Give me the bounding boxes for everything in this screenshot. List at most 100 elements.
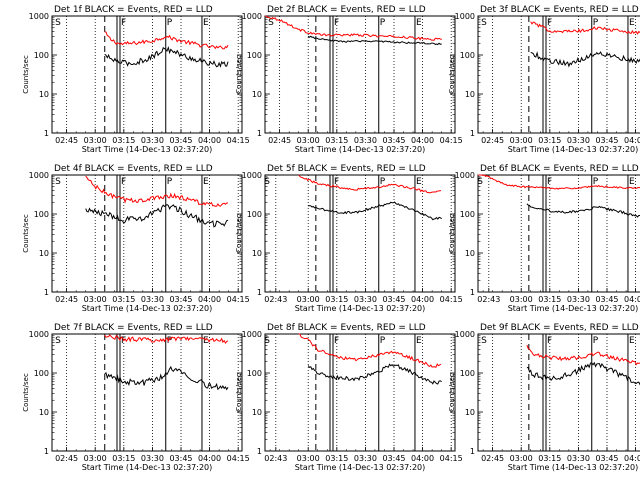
y-tick-label: 100 <box>247 51 262 60</box>
lld-rate-line <box>526 344 640 366</box>
x-tick-label: 04:00 <box>198 454 221 463</box>
x-tick-label: 03:30 <box>141 454 164 463</box>
marker-label: F <box>121 18 126 28</box>
event-rate-line <box>526 203 640 218</box>
x-tick-label: 04:15 <box>227 136 250 145</box>
chart-panel: Det 1f BLACK = Events, RED = LLD 02:45 03:… <box>22 5 250 154</box>
marker-label: E <box>416 18 422 28</box>
chart-title: Det 5f BLACK = Events, RED = LLD <box>267 164 426 174</box>
y-tick-label: 1000 <box>29 330 49 339</box>
x-tick-label: 04:00 <box>624 295 640 304</box>
marker-label: S <box>268 18 274 28</box>
x-axis-label: Start Time (14-Dec-13 02:37:20) <box>508 463 639 472</box>
y-axis-label: Counts/sec <box>235 214 243 253</box>
marker-label: P <box>593 18 599 28</box>
y-tick-label: 1 <box>44 447 49 456</box>
x-tick-label: 02:45 <box>481 454 504 463</box>
x-tick-label: 02:45 <box>55 295 78 304</box>
plot-frame <box>51 333 243 452</box>
y-tick-label: 10 <box>252 90 262 99</box>
marker-label: S <box>481 336 487 346</box>
y-tick-label: 1 <box>470 129 475 138</box>
y-tick-label: 10 <box>39 408 49 417</box>
chart-panel: Det 4f BLACK = Events, RED = LLD 02:45 03:… <box>22 164 250 313</box>
x-tick-label: 03:45 <box>595 454 618 463</box>
marker-label: F <box>121 177 126 187</box>
x-tick-label: 02:45 <box>481 136 504 145</box>
y-tick-label: 10 <box>252 249 262 258</box>
y-tick-label: 1000 <box>455 12 475 21</box>
y-tick-label: 100 <box>34 210 49 219</box>
x-tick-label: 04:00 <box>198 136 221 145</box>
y-tick-label: 1000 <box>455 330 475 339</box>
x-tick-label: 03:30 <box>354 295 377 304</box>
x-tick-label: 04:15 <box>440 295 463 304</box>
x-tick-label: 04:00 <box>198 295 221 304</box>
y-axis-label: Counts/sec <box>22 373 30 412</box>
x-tick-label: 03:00 <box>84 295 107 304</box>
x-tick-label: 03:45 <box>595 295 618 304</box>
x-tick-label: 03:30 <box>354 454 377 463</box>
marker-label: S <box>55 336 61 346</box>
marker-label: F <box>547 336 552 346</box>
lld-rate-line <box>264 15 442 41</box>
y-tick-label: 100 <box>247 369 262 378</box>
y-tick-label: 10 <box>465 408 475 417</box>
lld-rate-line <box>104 334 229 345</box>
plot-frame <box>264 174 456 293</box>
plot-frame <box>477 15 640 134</box>
y-tick-label: 100 <box>460 51 475 60</box>
x-tick-label: 03:30 <box>567 136 590 145</box>
chart-panel: Det 2f BLACK = Events, RED = LLD 02:45 03:… <box>235 5 463 154</box>
x-tick-label: 04:00 <box>411 295 434 304</box>
x-tick-label: 04:00 <box>411 454 434 463</box>
x-axis-label: Start Time (14-Dec-13 02:37:20) <box>82 304 213 313</box>
marker-label: P <box>593 336 599 346</box>
x-tick-label: 03:30 <box>141 136 164 145</box>
marker-label: F <box>334 18 339 28</box>
marker-label: P <box>380 177 386 187</box>
chart-title: Det 6f BLACK = Events, RED = LLD <box>480 164 639 174</box>
y-tick-label: 100 <box>460 369 475 378</box>
chart-title: Det 1f BLACK = Events, RED = LLD <box>54 5 213 15</box>
chart-panel: Det 9f BLACK = Events, RED = LLD 02:45 03:… <box>448 323 640 472</box>
x-tick-label: 02:43 <box>264 295 287 304</box>
y-axis-label: Counts/sec <box>448 214 456 253</box>
marker-label: S <box>264 336 270 346</box>
y-tick-label: 1 <box>44 288 49 297</box>
lld-rate-line <box>104 31 229 50</box>
x-tick-label: 03:45 <box>169 454 192 463</box>
marker-label: E <box>629 177 635 187</box>
y-axis-label: Counts/sec <box>235 373 243 412</box>
x-tick-label: 03:15 <box>325 295 348 304</box>
chart-title: Det 2f BLACK = Events, RED = LLD <box>267 5 426 15</box>
lld-rate-line <box>298 174 442 194</box>
x-tick-label: 03:45 <box>382 136 405 145</box>
marker-label: P <box>380 18 386 28</box>
x-tick-label: 03:45 <box>169 136 192 145</box>
x-tick-label: 03:30 <box>354 136 377 145</box>
marker-label: E <box>203 336 209 346</box>
x-tick-label: 02:45 <box>55 454 78 463</box>
marker-label: S <box>481 18 487 28</box>
x-tick-label: 03:15 <box>112 295 135 304</box>
y-tick-label: 1 <box>257 288 262 297</box>
x-tick-label: 03:00 <box>510 295 533 304</box>
x-tick-label: 04:15 <box>440 136 463 145</box>
x-tick-label: 02:45 <box>55 136 78 145</box>
chart-panel: Det 6f BLACK = Events, RED = LLD 02:43 03:… <box>448 164 640 313</box>
x-axis-label: Start Time (14-Dec-13 02:37:20) <box>508 304 639 313</box>
x-axis-label: Start Time (14-Dec-13 02:37:20) <box>295 463 426 472</box>
event-rate-line <box>530 51 640 68</box>
plot-frame <box>477 174 640 293</box>
x-tick-label: 02:45 <box>268 136 291 145</box>
x-tick-label: 04:15 <box>227 295 250 304</box>
chart-title: Det 4f BLACK = Events, RED = LLD <box>54 164 213 174</box>
plot-frame <box>264 333 456 452</box>
marker-label: F <box>334 177 339 187</box>
marker-label: E <box>629 18 635 28</box>
x-axis-label: Start Time (14-Dec-13 02:37:20) <box>295 145 426 154</box>
x-tick-label: 03:30 <box>567 454 590 463</box>
